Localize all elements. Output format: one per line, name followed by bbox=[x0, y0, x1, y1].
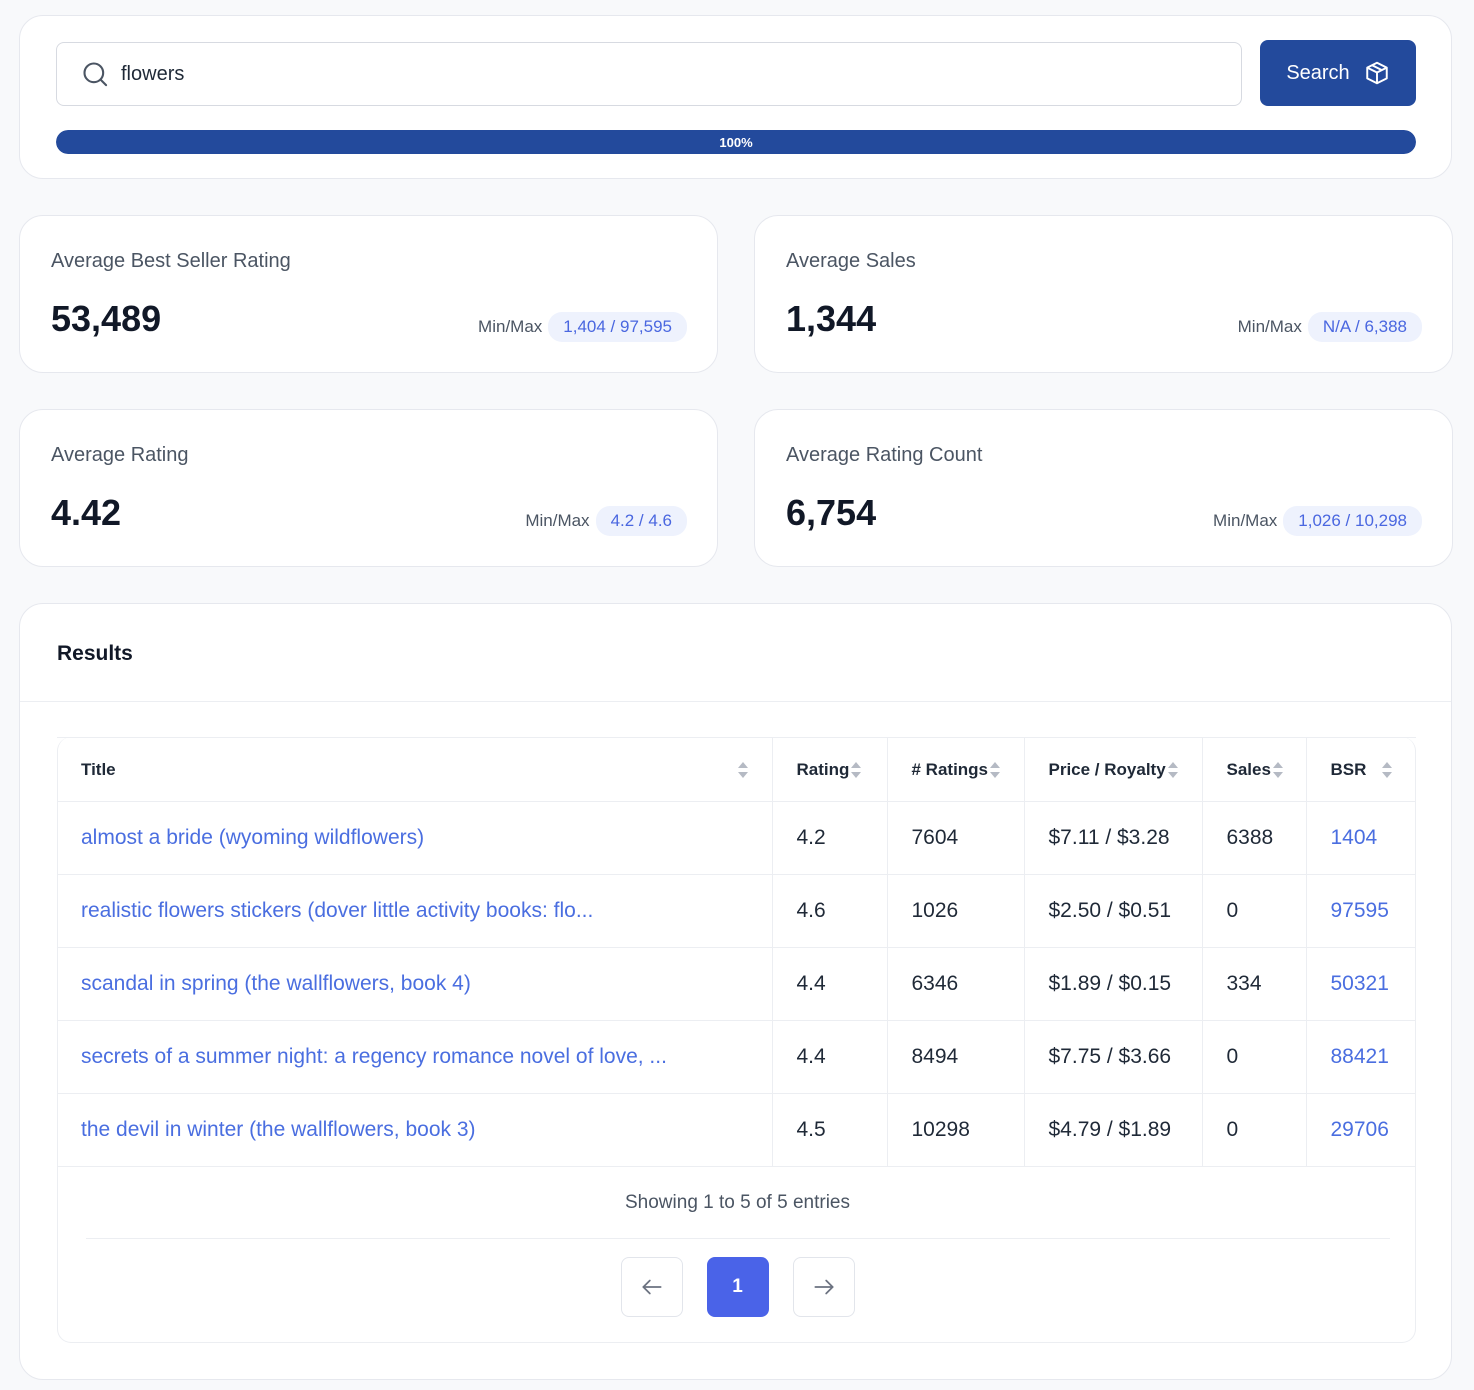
rating-cell: 4.6 bbox=[771, 874, 887, 948]
stat-card-bsr: Average Best Seller Rating 53,489 Min/Ma… bbox=[19, 215, 718, 373]
stat-minmax: Min/Max N/A / 6,388 bbox=[1238, 312, 1422, 342]
arrow-right-icon bbox=[813, 1279, 834, 1295]
search-button-label: Search bbox=[1286, 61, 1350, 84]
table-row: realistic flowers stickers (dover little… bbox=[57, 874, 1416, 948]
rating-cell: 4.5 bbox=[771, 1093, 887, 1167]
book-title-link[interactable]: realistic flowers stickers (dover little… bbox=[81, 899, 594, 922]
column-header-bsr[interactable]: BSR bbox=[1305, 737, 1416, 802]
sales-cell: 6388 bbox=[1201, 801, 1306, 875]
stat-card-rating: Average Rating 4.42 Min/Max 4.2 / 4.6 bbox=[19, 409, 718, 567]
minmax-label: Min/Max bbox=[1213, 511, 1278, 530]
progress-bar: 100% bbox=[56, 130, 1416, 154]
rating-cell: 4.4 bbox=[771, 947, 887, 1021]
ratings-count-cell: 7604 bbox=[886, 801, 1024, 875]
rating-cell: 4.2 bbox=[771, 801, 887, 875]
progress-fill: 100% bbox=[56, 130, 1416, 154]
book-title-link[interactable]: secrets of a summer night: a regency rom… bbox=[81, 1045, 667, 1068]
price-royalty-cell: $4.79 / $1.89 bbox=[1023, 1093, 1202, 1167]
minmax-badge: 1,026 / 10,298 bbox=[1283, 506, 1422, 536]
ratings-count-cell: 6346 bbox=[886, 947, 1024, 1021]
stat-card-rating-count: Average Rating Count 6,754 Min/Max 1,026… bbox=[754, 409, 1453, 567]
sort-icon[interactable] bbox=[851, 762, 862, 779]
search-card: Search 100% bbox=[19, 15, 1452, 179]
price-royalty-cell: $7.11 / $3.28 bbox=[1023, 801, 1202, 875]
ratings-count-cell: 1026 bbox=[886, 874, 1024, 948]
table-row: secrets of a summer night: a regency rom… bbox=[57, 1020, 1416, 1094]
column-header-sales[interactable]: Sales bbox=[1201, 737, 1306, 802]
book-title-link[interactable]: the devil in winter (the wallflowers, bo… bbox=[81, 1118, 476, 1141]
sales-cell: 0 bbox=[1201, 874, 1306, 948]
prev-page-button[interactable] bbox=[620, 1257, 683, 1317]
search-icon bbox=[83, 62, 108, 87]
rating-cell: 4.4 bbox=[771, 1020, 887, 1094]
stat-label: Average Sales bbox=[786, 250, 916, 272]
bsr-link[interactable]: 50321 bbox=[1330, 972, 1389, 995]
sales-cell: 334 bbox=[1201, 947, 1306, 1021]
sort-icon[interactable] bbox=[990, 762, 1001, 779]
price-royalty-cell: $7.75 / $3.66 bbox=[1023, 1020, 1202, 1094]
sales-cell: 0 bbox=[1201, 1093, 1306, 1167]
stat-label: Average Rating Count bbox=[786, 444, 983, 466]
pagination: 1 bbox=[58, 1257, 1417, 1317]
table-header-row: Title Rating # Ratings Price / Royalty S… bbox=[57, 737, 1416, 802]
stat-value: 6,754 bbox=[786, 492, 877, 533]
sort-icon[interactable] bbox=[1382, 762, 1392, 778]
bsr-link[interactable]: 29706 bbox=[1330, 1118, 1389, 1141]
minmax-badge: 4.2 / 4.6 bbox=[595, 506, 687, 536]
page-button-1[interactable]: 1 bbox=[706, 1257, 769, 1317]
minmax-badge: N/A / 6,388 bbox=[1307, 312, 1422, 342]
progress-label: 100% bbox=[719, 134, 753, 150]
stat-label: Average Best Seller Rating bbox=[51, 250, 291, 272]
ratings-count-cell: 8494 bbox=[886, 1020, 1024, 1094]
minmax-badge: 1,404 / 97,595 bbox=[548, 312, 687, 342]
price-royalty-cell: $2.50 / $0.51 bbox=[1023, 874, 1202, 948]
minmax-label: Min/Max bbox=[478, 317, 543, 336]
stat-label: Average Rating bbox=[51, 444, 189, 466]
results-card: Results Title Rating # Ratings Price / R… bbox=[19, 603, 1452, 1380]
results-table: Title Rating # Ratings Price / Royalty S… bbox=[57, 737, 1416, 1167]
stat-minmax: Min/Max 4.2 / 4.6 bbox=[525, 506, 687, 536]
ratings-count-cell: 10298 bbox=[886, 1093, 1024, 1167]
divider bbox=[86, 1238, 1390, 1239]
arrow-left-icon bbox=[641, 1279, 662, 1295]
stat-minmax: Min/Max 1,026 / 10,298 bbox=[1213, 506, 1422, 536]
stat-card-sales: Average Sales 1,344 Min/Max N/A / 6,388 bbox=[754, 215, 1453, 373]
minmax-label: Min/Max bbox=[1237, 317, 1302, 336]
stat-value: 1,344 bbox=[786, 298, 877, 339]
results-title: Results bbox=[57, 642, 133, 665]
table-row: the devil in winter (the wallflowers, bo… bbox=[57, 1093, 1416, 1167]
sort-icon[interactable] bbox=[1272, 762, 1283, 779]
column-header-rating[interactable]: Rating bbox=[771, 737, 887, 802]
bsr-link[interactable]: 97595 bbox=[1330, 899, 1389, 922]
results-table-wrapper: Title Rating # Ratings Price / Royalty S… bbox=[57, 737, 1416, 1343]
table-row: almost a bride (wyoming wildflowers) 4.2… bbox=[57, 801, 1416, 875]
column-header-title[interactable]: Title bbox=[57, 737, 772, 802]
book-title-link[interactable]: almost a bride (wyoming wildflowers) bbox=[81, 826, 425, 849]
entries-info: Showing 1 to 5 of 5 entries bbox=[625, 1192, 850, 1213]
minmax-label: Min/Max bbox=[525, 511, 590, 530]
bsr-link[interactable]: 88421 bbox=[1330, 1045, 1389, 1068]
price-royalty-cell: $1.89 / $0.15 bbox=[1023, 947, 1202, 1021]
stat-value: 4.42 bbox=[51, 492, 122, 533]
cube-icon bbox=[1365, 61, 1388, 85]
next-page-button[interactable] bbox=[792, 1257, 855, 1317]
search-box[interactable] bbox=[56, 42, 1242, 106]
search-button[interactable]: Search bbox=[1260, 40, 1416, 106]
sales-cell: 0 bbox=[1201, 1020, 1306, 1094]
sort-icon[interactable] bbox=[737, 762, 748, 778]
column-header-price-royalty[interactable]: Price / Royalty bbox=[1023, 737, 1202, 802]
stat-value: 53,489 bbox=[51, 298, 162, 339]
book-title-link[interactable]: scandal in spring (the wallflowers, book… bbox=[81, 972, 471, 995]
divider bbox=[20, 701, 1451, 702]
search-input[interactable] bbox=[121, 54, 1241, 94]
column-header-ratings-count[interactable]: # Ratings bbox=[886, 737, 1024, 802]
sort-icon[interactable] bbox=[1167, 762, 1178, 779]
stat-minmax: Min/Max 1,404 / 97,595 bbox=[478, 312, 687, 342]
table-row: scandal in spring (the wallflowers, book… bbox=[57, 947, 1416, 1021]
bsr-link[interactable]: 1404 bbox=[1330, 826, 1378, 849]
